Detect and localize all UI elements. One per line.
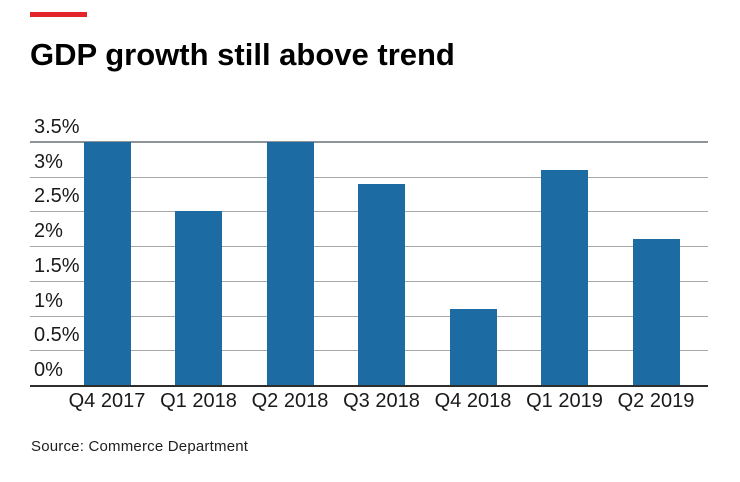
x-axis-baseline xyxy=(30,385,708,387)
bar-q4-2018 xyxy=(449,308,497,385)
bar-q3-2018 xyxy=(358,183,405,385)
y-axis-tick-label: 1% xyxy=(34,289,63,312)
x-axis-tick-label: Q1 2019 xyxy=(526,390,603,412)
bar-q1-2019 xyxy=(541,169,588,385)
x-axis-tick-label: Q1 2018 xyxy=(160,390,237,412)
source-note: Source: Commerce Department xyxy=(31,438,249,455)
x-axis-tick-label: Q4 2017 xyxy=(68,390,146,412)
brand-accent-dash xyxy=(30,12,87,17)
y-axis-tick-label: 3% xyxy=(34,150,63,173)
x-axis-tick-label: Q2 2018 xyxy=(251,390,329,412)
y-axis-tick-label: 0.5% xyxy=(34,324,80,347)
x-axis-tick-label: Q4 2018 xyxy=(434,390,512,412)
y-axis-tick-label: 0% xyxy=(34,359,63,381)
x-axis-tick-label: Q3 2018 xyxy=(343,390,420,412)
gridline xyxy=(30,176,708,178)
x-axis-tick-label: Q2 2019 xyxy=(617,390,695,412)
y-axis-tick-label: 2% xyxy=(34,220,63,243)
y-axis-tick-label: 2.5% xyxy=(34,185,80,208)
chart-title: GDP growth still above trend xyxy=(30,37,455,72)
gridline xyxy=(30,141,708,143)
bar-q2-2018 xyxy=(266,142,314,385)
bar-q4-2017 xyxy=(83,142,131,385)
bar-q1-2018 xyxy=(175,211,222,385)
y-axis-tick-label: 1.5% xyxy=(34,254,80,277)
y-axis-tick-label: 3.5% xyxy=(34,116,80,138)
bar-q2-2019 xyxy=(632,239,680,385)
